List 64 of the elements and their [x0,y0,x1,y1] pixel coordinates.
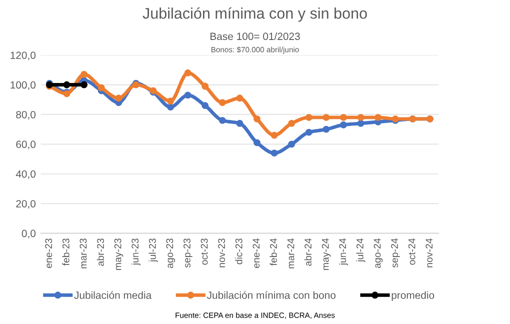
point [167,104,174,111]
point [184,69,192,76]
x-tick-label: jul-23 [148,238,158,262]
legend-label: Jubilación media [74,291,152,299]
y-tick-label: 80,0 [16,110,36,120]
point [357,114,364,121]
point [322,126,330,133]
x-tick-label: mar-23 [80,238,87,268]
x-tick-label: may-24 [322,238,331,270]
x-tick-label: jun-23 [131,238,140,266]
chart-title: Jubilación mínima con y sin bono [142,7,367,22]
point [63,81,70,88]
point [80,70,88,78]
point [340,121,347,128]
legend-label: Jubilación mínima con bono [206,291,336,299]
y-tick-label: 20,0 [16,200,36,209]
x-tick-label: oct-24 [408,238,416,265]
point [340,114,347,121]
point [202,102,209,110]
point [167,98,174,105]
point [98,84,105,92]
x-tick-label: ago-23 [166,238,176,268]
point [184,92,192,99]
x-tick-label: ago-24 [374,238,383,268]
x-tick-label: jun-24 [338,238,348,266]
y-tick-label: 40,0 [16,170,36,179]
y-tick-label: 60,0 [16,140,36,150]
point [254,139,260,146]
point [236,94,244,102]
point [305,114,312,121]
x-tick-label: feb-23 [62,238,70,266]
x-tick-label: ene-23 [45,238,52,268]
point [202,82,209,90]
point [305,128,312,136]
x-tick-label: mar-24 [287,238,294,268]
point [270,150,278,157]
x-tick-label: feb-24 [270,238,277,266]
x-tick-label: abr-23 [96,238,104,266]
point [254,115,260,122]
x-tick-label: may-23 [114,238,124,270]
x-tick-label: jul-24 [356,238,366,262]
point [288,140,296,148]
y-tick-label: 100,0 [10,81,36,90]
x-tick-label: ene-24 [252,238,260,268]
point [236,120,244,127]
y-tick-label: 0,0 [22,230,36,238]
y-tick-label: 120,0 [10,52,36,60]
x-tick-label: nov-24 [426,238,433,268]
point [270,132,278,139]
x-tick-label: dic-23 [235,238,242,264]
point [374,114,382,121]
point [80,81,88,88]
point [218,116,226,124]
x-tick-label: abr-24 [304,238,312,266]
point [322,114,330,121]
legend-label: promedio [392,291,434,301]
x-tick-label: sep-23 [184,238,192,268]
point [288,120,296,127]
x-tick-label: oct-23 [200,238,208,265]
x-tick-label: sep-24 [391,238,400,268]
point [218,99,226,106]
x-tick-label: nov-23 [218,238,226,268]
point [115,94,122,102]
point [357,120,364,127]
